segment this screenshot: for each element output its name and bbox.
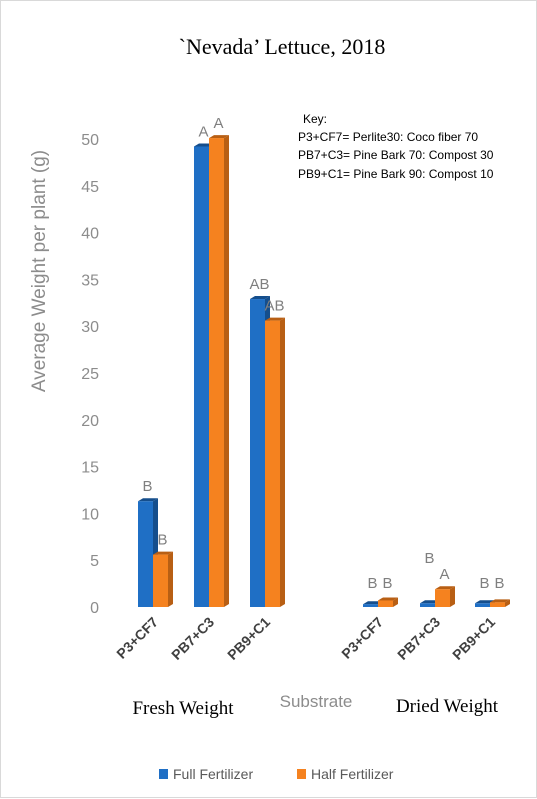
y-axis-label: Average Weight per plant (g) bbox=[29, 150, 50, 392]
key-line-1: P3+CF7= Perlite30: Coco fiber 70 bbox=[298, 130, 478, 144]
bar-label-1-3: B bbox=[382, 575, 392, 592]
x-tick-label-4: PB7+C3 bbox=[394, 614, 443, 663]
y-tick-label-3: 15 bbox=[81, 460, 99, 477]
x-axis-ticks: P3+CF7 PB7+C3 PB9+C1 P3+CF7 PB7+C3 PB9+C1 bbox=[113, 614, 498, 663]
bar-1-3 bbox=[378, 597, 398, 607]
key-box: Key: P3+CF7= Perlite30: Coco fiber 70 PB… bbox=[298, 112, 494, 181]
y-tick-label-0: 0 bbox=[90, 600, 99, 617]
x-tick-label-5: PB9+C1 bbox=[449, 614, 498, 663]
bar-label-0-2: AB bbox=[249, 276, 269, 293]
key-line-3: PB9+C1= Pine Bark 90: Compost 10 bbox=[298, 167, 494, 181]
bar-1-1 bbox=[209, 135, 229, 607]
bar-label-1-0: B bbox=[157, 532, 167, 549]
bar-label-1-1: A bbox=[213, 115, 223, 132]
bar-1-2 bbox=[265, 317, 285, 607]
y-tick-label-9: 45 bbox=[81, 179, 99, 196]
legend-label-half: Half Fertilizer bbox=[311, 766, 394, 782]
bar-label-0-3: B bbox=[367, 575, 377, 592]
bar-label-0-4: B bbox=[424, 550, 434, 567]
bar-1-0 bbox=[153, 551, 173, 607]
group-label-fresh: Fresh Weight bbox=[132, 698, 234, 719]
y-tick-label-7: 35 bbox=[81, 272, 99, 289]
bar-label-1-2: AB bbox=[264, 298, 284, 315]
legend: Full Fertilizer Half Fertilizer bbox=[159, 766, 394, 782]
group-label-dried: Dried Weight bbox=[396, 696, 499, 717]
bar-label-0-0: B bbox=[142, 478, 152, 495]
bar-label-0-1: A bbox=[198, 123, 208, 140]
legend-swatch-full bbox=[159, 769, 168, 779]
y-tick-label-8: 40 bbox=[81, 226, 99, 243]
x-tick-label-2: PB9+C1 bbox=[224, 614, 273, 663]
y-tick-label-1: 5 bbox=[90, 553, 99, 570]
y-axis-ticks: 0 5 10 15 20 25 30 35 40 45 50 bbox=[81, 132, 99, 617]
bar-label-0-5: B bbox=[479, 575, 489, 592]
bar-1-5 bbox=[490, 599, 510, 607]
y-tick-label-2: 10 bbox=[81, 506, 99, 523]
x-tick-label-1: PB7+C3 bbox=[168, 614, 217, 663]
y-tick-label-6: 30 bbox=[81, 319, 99, 336]
y-tick-label-10: 50 bbox=[81, 132, 99, 149]
x-tick-label-0: P3+CF7 bbox=[113, 614, 161, 662]
key-title: Key: bbox=[303, 112, 327, 126]
bars bbox=[138, 135, 510, 607]
y-tick-label-4: 20 bbox=[81, 413, 99, 430]
x-tick-label-3: P3+CF7 bbox=[338, 614, 386, 662]
legend-label-full: Full Fertilizer bbox=[173, 766, 253, 782]
y-tick-label-5: 25 bbox=[81, 366, 99, 383]
bar-1-4 bbox=[435, 586, 455, 607]
key-line-2: PB7+C3= Pine Bark 70: Compost 30 bbox=[298, 148, 494, 162]
x-axis-label: Substrate bbox=[280, 692, 353, 711]
bar-label-1-5: B bbox=[494, 575, 504, 592]
chart-title: `Nevada’ Lettuce, 2018 bbox=[179, 34, 386, 59]
legend-swatch-half bbox=[297, 769, 306, 779]
bar-label-1-4: A bbox=[439, 566, 449, 583]
